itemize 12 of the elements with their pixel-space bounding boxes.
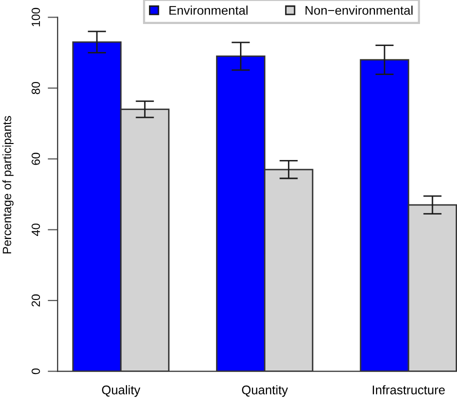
y-tick-label: 80 [32, 82, 40, 94]
x-tick-label: Infrastructure [372, 385, 445, 394]
y-axis-title: Percentage of participants [2, 116, 14, 254]
legend-label: Non−environmental [306, 6, 412, 15]
y-tick-label: 0 [32, 368, 40, 374]
y-tick-label: 20 [32, 294, 40, 306]
y-tick-label: 40 [32, 224, 40, 236]
x-tick-label: Quality [102, 385, 140, 397]
legend-label: Environmental [169, 6, 248, 15]
y-tick-label: 60 [32, 152, 40, 165]
y-tick-label: 100 [32, 8, 40, 26]
x-tick-label: Quantity [242, 385, 288, 397]
